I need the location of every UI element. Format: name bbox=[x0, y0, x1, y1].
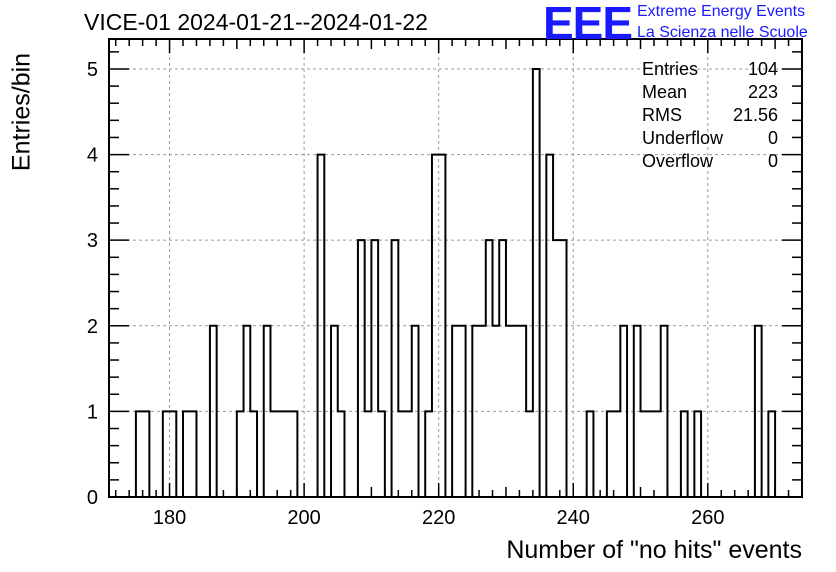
y-axis-label: Entries/bin bbox=[7, 52, 36, 172]
histogram-bin bbox=[291, 411, 298, 497]
histogram-bin bbox=[452, 326, 459, 497]
stat-value: 0 bbox=[767, 151, 778, 171]
histogram-bin bbox=[136, 411, 143, 497]
histogram-bin bbox=[264, 326, 271, 497]
histogram-bin bbox=[768, 411, 775, 497]
histogram-bin bbox=[607, 411, 614, 497]
histogram-bin bbox=[493, 326, 500, 497]
histogram-bin bbox=[318, 155, 325, 497]
histogram-bin bbox=[398, 411, 405, 497]
histogram-bin bbox=[439, 155, 446, 497]
histogram-bin bbox=[472, 326, 479, 497]
stat-value: 223 bbox=[747, 82, 778, 102]
histogram-bin bbox=[661, 326, 668, 497]
x-tick-label: 260 bbox=[691, 507, 724, 529]
histogram-bin bbox=[506, 326, 513, 497]
histogram-bin bbox=[432, 155, 439, 497]
stat-value: 104 bbox=[747, 59, 778, 79]
histogram-bin bbox=[641, 411, 648, 497]
y-tick-label: 2 bbox=[87, 316, 98, 338]
histogram-bin bbox=[654, 411, 661, 497]
histogram-bin bbox=[425, 411, 432, 497]
histogram-bin bbox=[405, 411, 412, 497]
histogram-bin bbox=[244, 326, 251, 497]
y-tick-label: 5 bbox=[87, 59, 98, 81]
histogram-bin bbox=[183, 411, 190, 497]
histogram-bin bbox=[681, 411, 688, 497]
histogram-bin bbox=[392, 240, 399, 497]
logo-line-2: La Scienza nelle Scuole bbox=[637, 24, 808, 41]
histogram-bin bbox=[277, 411, 284, 497]
histogram-bin bbox=[365, 411, 372, 497]
stat-value: 21.56 bbox=[732, 105, 778, 125]
x-tick-label: 180 bbox=[153, 507, 186, 529]
y-tick-label: 0 bbox=[87, 487, 98, 509]
histogram-bin bbox=[143, 411, 150, 497]
histogram-bin bbox=[526, 411, 533, 497]
stat-label: Underflow bbox=[642, 128, 724, 148]
eee-logo: EEE bbox=[543, 0, 633, 49]
stat-label: RMS bbox=[642, 105, 682, 125]
histogram-bin bbox=[533, 69, 540, 497]
stat-mean: Mean 223 bbox=[642, 81, 778, 104]
histogram-bin bbox=[459, 326, 466, 497]
y-tick-label: 1 bbox=[87, 401, 98, 423]
histogram-bin bbox=[237, 411, 244, 497]
histogram-bin bbox=[358, 240, 365, 497]
histogram-bin bbox=[270, 411, 277, 497]
histogram-bin bbox=[190, 411, 197, 497]
histogram-bin bbox=[412, 326, 419, 497]
plot-frame bbox=[108, 38, 803, 498]
histogram-bin bbox=[546, 155, 553, 497]
histogram-bin bbox=[163, 411, 170, 497]
histogram-bin bbox=[647, 411, 654, 497]
histogram-bin bbox=[634, 326, 641, 497]
histogram-bin bbox=[486, 240, 493, 497]
histogram-bin bbox=[553, 240, 560, 497]
histogram-bin bbox=[210, 326, 217, 497]
y-tick-label: 3 bbox=[87, 230, 98, 252]
stat-label: Mean bbox=[642, 82, 688, 102]
histogram-bin bbox=[479, 326, 486, 497]
stat-label: Overflow bbox=[642, 151, 714, 171]
histogram-bin bbox=[499, 240, 506, 497]
chart-title: VICE-01 2024-01-21--2024-01-22 bbox=[84, 9, 428, 35]
stat-entries: Entries 104 bbox=[642, 58, 778, 81]
histogram-bin bbox=[284, 411, 291, 497]
histogram-bin bbox=[371, 240, 378, 497]
histogram-bin bbox=[587, 411, 594, 497]
stat-overflow: Overflow 0 bbox=[642, 150, 778, 173]
histogram-bin bbox=[560, 240, 567, 497]
logo-line-1: Extreme Energy Events bbox=[637, 3, 806, 20]
histogram-bin bbox=[338, 411, 345, 497]
histogram-bin bbox=[170, 411, 177, 497]
histogram-bin bbox=[620, 326, 627, 497]
histogram-bin bbox=[331, 326, 338, 497]
histogram-bin bbox=[519, 326, 526, 497]
histogram-bin bbox=[378, 411, 385, 497]
histogram-bin bbox=[250, 411, 257, 497]
x-tick-label: 240 bbox=[557, 507, 590, 529]
histogram-outline bbox=[129, 67, 782, 498]
stat-label: Entries bbox=[642, 59, 699, 79]
histogram-bin bbox=[614, 411, 621, 497]
x-tick-label: 220 bbox=[422, 507, 455, 529]
histogram-bin bbox=[513, 326, 520, 497]
stat-value: 0 bbox=[767, 128, 778, 148]
x-tick-label: 200 bbox=[287, 507, 320, 529]
x-axis-label: Number of "no hits" events bbox=[506, 536, 802, 564]
stats-box: Entries 104 Mean 223 RMS 21.56 Underflow… bbox=[642, 58, 778, 173]
y-tick-label: 4 bbox=[87, 145, 98, 167]
histogram-bin bbox=[755, 326, 762, 497]
stat-rms: RMS 21.56 bbox=[642, 104, 778, 127]
stat-underflow: Underflow 0 bbox=[642, 127, 778, 150]
histogram-bin bbox=[694, 411, 701, 497]
